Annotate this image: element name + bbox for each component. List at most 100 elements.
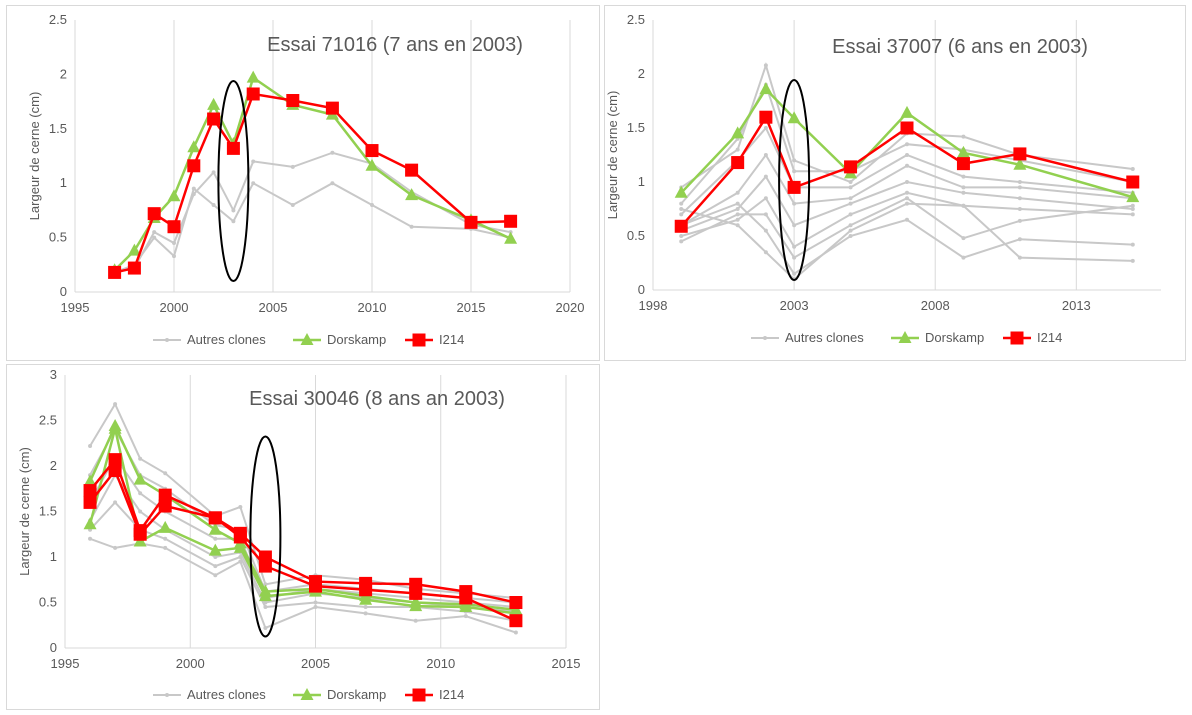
data-point-others — [1130, 212, 1135, 217]
data-point-i214 — [226, 141, 240, 155]
data-point-others — [679, 212, 684, 217]
series-line-dorskamp — [88, 422, 517, 612]
data-point-others — [191, 186, 196, 191]
highlight-ellipse — [778, 79, 811, 281]
legend-label-i214: I214 — [439, 687, 464, 702]
data-point-others — [763, 153, 768, 157]
data-point-others — [679, 239, 684, 244]
data-point-others — [263, 605, 268, 610]
legend-label-dorskamp: Dorskamp — [327, 687, 386, 702]
data-point-others — [792, 201, 797, 206]
data-point-i214 — [309, 579, 322, 593]
data-point-dorskamp — [208, 522, 222, 535]
data-point-others — [961, 255, 966, 260]
chart-panel-71016: 1995 2000 2005 2010 2015 2020 0 0.5 1 1.5 2 2.5 Larg… — [6, 5, 600, 361]
data-point-dorskamp — [459, 600, 473, 613]
legend-label-others: Autres clones — [187, 332, 266, 347]
x-tick-label: 2015 — [457, 300, 486, 315]
data-point-others — [905, 190, 909, 195]
data-point-others — [792, 169, 797, 174]
data-point-i214 — [1013, 147, 1027, 161]
legend-marker-dorskamp — [300, 688, 314, 700]
legend-label-dorskamp: Dorskamp — [327, 332, 386, 347]
legend-marker-others — [165, 693, 169, 697]
data-point-i214 — [731, 156, 745, 170]
legend-marker-dorskamp — [300, 333, 314, 345]
data-point-others — [763, 212, 768, 217]
data-point-others — [211, 202, 216, 207]
y-axis-label: Largeur de cerne (cm) — [27, 92, 42, 221]
data-point-others — [961, 190, 966, 195]
data-point-others — [679, 234, 684, 238]
data-point-others — [413, 618, 418, 623]
y-tick-label: 2 — [50, 458, 57, 473]
y-tick-label: 3 — [50, 367, 57, 382]
data-point-dorskamp — [759, 82, 773, 95]
legend-label-others: Autres clones — [187, 687, 266, 702]
data-point-i214 — [759, 110, 773, 124]
data-point-others — [88, 443, 93, 448]
data-point-dorskamp — [108, 421, 122, 434]
data-point-dorskamp — [207, 97, 221, 110]
series-line-others — [89, 401, 516, 599]
data-point-dorskamp — [409, 599, 423, 612]
data-point-others — [679, 207, 684, 211]
y-tick-label: 2.5 — [627, 12, 645, 27]
data-point-others — [238, 504, 243, 509]
data-point-i214 — [509, 614, 523, 628]
data-point-others — [763, 228, 768, 233]
data-point-others — [961, 236, 966, 241]
data-point-dorskamp — [674, 185, 688, 198]
data-point-others — [231, 219, 236, 224]
data-point-others — [513, 630, 518, 635]
data-point-others — [213, 564, 218, 569]
data-point-others — [163, 536, 168, 541]
data-point-others — [735, 190, 740, 195]
data-point-others — [735, 217, 740, 222]
highlight-ellipse — [217, 80, 250, 282]
x-tick-label: 1998 — [639, 298, 668, 313]
data-point-others — [88, 536, 93, 541]
data-point-others — [679, 201, 684, 206]
data-point-dorskamp — [127, 243, 141, 256]
data-point-others — [163, 471, 168, 476]
data-point-others — [848, 180, 853, 184]
data-point-dorskamp — [187, 140, 201, 153]
data-point-others — [263, 625, 268, 630]
data-point-others — [290, 164, 295, 169]
y-tick-label: 2 — [60, 66, 67, 81]
chart-30046: 1995 2000 2005 2010 2015 0 0.5 1 1.5 2 2.5 3 Largeur… — [17, 367, 581, 702]
data-point-others — [113, 545, 118, 550]
chart-panel-30046: 1995 2000 2005 2010 2015 0 0.5 1 1.5 2 2.5 3 Largeur… — [6, 364, 600, 710]
data-point-others — [735, 212, 740, 217]
legend-marker-others — [763, 336, 767, 340]
data-point-dorskamp — [956, 145, 970, 158]
data-point-i214 — [464, 215, 478, 229]
data-point-i214 — [359, 583, 373, 597]
data-point-others — [213, 536, 218, 541]
data-point-others — [961, 185, 966, 190]
data-point-others — [905, 153, 909, 157]
data-point-others — [763, 174, 768, 179]
data-point-i214 — [108, 453, 122, 467]
data-point-others — [1017, 180, 1022, 184]
data-point-dorskamp — [1013, 157, 1027, 170]
data-point-i214 — [246, 87, 260, 101]
data-point-others — [792, 255, 797, 260]
data-point-others — [905, 196, 909, 201]
series-line-others — [114, 181, 511, 274]
x-tick-label: 2020 — [556, 300, 585, 315]
data-point-others — [905, 217, 909, 222]
data-point-others — [113, 402, 118, 407]
data-point-i214 — [108, 464, 122, 478]
data-point-dorskamp — [208, 543, 222, 556]
data-point-others — [163, 545, 168, 550]
data-point-others — [370, 202, 374, 207]
legend-marker-others — [165, 338, 169, 342]
data-point-i214 — [207, 112, 221, 126]
data-point-dorskamp — [167, 189, 181, 202]
data-point-others — [848, 234, 853, 238]
x-tick-label: 2015 — [552, 656, 581, 671]
data-point-i214 — [459, 591, 473, 605]
data-point-i214 — [787, 180, 801, 194]
